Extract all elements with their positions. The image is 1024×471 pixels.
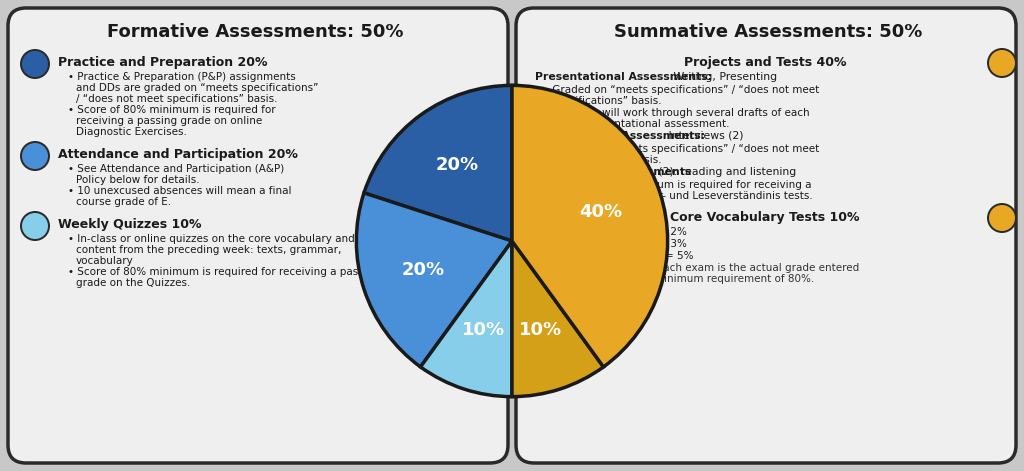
Text: 10%: 10% <box>462 321 505 339</box>
Text: Practice and Preparation 20%: Practice and Preparation 20% <box>58 56 267 69</box>
Text: Interpersonal Assessments:: Interpersonal Assessments: <box>535 131 706 141</box>
Text: 20%: 20% <box>401 261 444 279</box>
Text: • Score of 80% minimum is required for receiving a: • Score of 80% minimum is required for r… <box>543 180 811 190</box>
Wedge shape <box>364 85 512 241</box>
Text: (2): reading and listening: (2): reading and listening <box>655 167 797 177</box>
Text: Formative Assessments: 50%: Formative Assessments: 50% <box>106 23 403 41</box>
Text: Projects and Tests 40%: Projects and Tests 40% <box>684 56 846 69</box>
Text: Diagnostic Exercises.: Diagnostic Exercises. <box>76 127 186 137</box>
Wedge shape <box>512 241 603 397</box>
Text: passing grade on Hör- und Leseverständinis tests.: passing grade on Hör- und Leseverständin… <box>551 191 813 201</box>
Text: • Students will work through several drafts of each: • Students will work through several dra… <box>543 108 810 118</box>
Text: 10%: 10% <box>519 321 562 339</box>
Text: • See Attendance and Participation (A&P): • See Attendance and Participation (A&P) <box>68 164 285 174</box>
Text: / “does not meet specifications” basis.: / “does not meet specifications” basis. <box>76 94 278 104</box>
Wedge shape <box>512 85 668 367</box>
Text: • Score of 80% minimum is required for receiving a passing: • Score of 80% minimum is required for r… <box>68 267 380 277</box>
Text: receiving a passing grade on online: receiving a passing grade on online <box>76 116 262 126</box>
Text: • 10 unexcused absences will mean a final: • 10 unexcused absences will mean a fina… <box>68 186 292 196</box>
Text: specifications” basis.: specifications” basis. <box>551 155 662 165</box>
Text: 40%: 40% <box>580 203 623 221</box>
Text: The grade received for each exam is the actual grade entered: The grade received for each exam is the … <box>535 263 859 273</box>
Text: 20%: 20% <box>435 156 478 174</box>
Text: Core Vocabulary Tests 10%: Core Vocabulary Tests 10% <box>671 211 860 224</box>
Circle shape <box>22 51 48 77</box>
Circle shape <box>20 49 50 79</box>
Text: in Canvas. There is no minimum requirement of 80%.: in Canvas. There is no minimum requireme… <box>535 274 814 284</box>
FancyBboxPatch shape <box>516 8 1016 463</box>
Text: and DDs are graded on “meets specifications”: and DDs are graded on “meets specificati… <box>76 83 318 93</box>
Text: • Practice & Preparation (P&P) assignments: • Practice & Preparation (P&P) assignmen… <box>68 72 296 82</box>
Text: • Test 3 (KW lists 1-12) = 5%: • Test 3 (KW lists 1-12) = 5% <box>543 251 693 261</box>
Text: Presentational Assessments:: Presentational Assessments: <box>535 72 712 82</box>
Text: Summative Assessments: 50%: Summative Assessments: 50% <box>613 23 923 41</box>
Circle shape <box>987 48 1017 78</box>
Text: grade on the Quizzes.: grade on the Quizzes. <box>76 278 190 288</box>
Circle shape <box>22 213 48 239</box>
Wedge shape <box>421 241 512 397</box>
Circle shape <box>989 50 1015 76</box>
Circle shape <box>989 205 1015 231</box>
Circle shape <box>22 143 48 169</box>
Circle shape <box>20 141 50 171</box>
Text: Interviews (2): Interviews (2) <box>665 131 743 141</box>
Text: • Test 2 (KW lists 1-8) = 3%: • Test 2 (KW lists 1-8) = 3% <box>543 239 687 249</box>
Text: • Graded on “meets specifications” / “does not meet: • Graded on “meets specifications” / “do… <box>543 144 819 154</box>
Text: Attendance and Participation 20%: Attendance and Participation 20% <box>58 148 298 161</box>
Text: • Test1 (KW lists 1-4)  = 2%: • Test1 (KW lists 1-4) = 2% <box>543 227 687 237</box>
Text: Writing, Presenting: Writing, Presenting <box>670 72 777 82</box>
Text: Weekly Quizzes 10%: Weekly Quizzes 10% <box>58 218 202 231</box>
Text: Interpretive Assessments: Interpretive Assessments <box>535 167 691 177</box>
Text: course grade of E.: course grade of E. <box>76 197 171 207</box>
Text: • Score of 80% minimum is required for: • Score of 80% minimum is required for <box>68 105 275 115</box>
Circle shape <box>987 203 1017 233</box>
Text: vocabulary: vocabulary <box>76 256 134 266</box>
Wedge shape <box>356 193 512 367</box>
FancyBboxPatch shape <box>8 8 508 463</box>
Text: content from the preceding week: texts, grammar,: content from the preceding week: texts, … <box>76 245 341 255</box>
Circle shape <box>20 211 50 241</box>
Text: specifications” basis.: specifications” basis. <box>551 96 662 106</box>
Text: • In-class or online quizzes on the core vocabulary and class: • In-class or online quizzes on the core… <box>68 234 384 244</box>
Text: larger presentational assessment.: larger presentational assessment. <box>551 119 729 129</box>
Text: • Graded on “meets specifications” / “does not meet: • Graded on “meets specifications” / “do… <box>543 85 819 95</box>
Text: Policy below for details.: Policy below for details. <box>76 175 200 185</box>
